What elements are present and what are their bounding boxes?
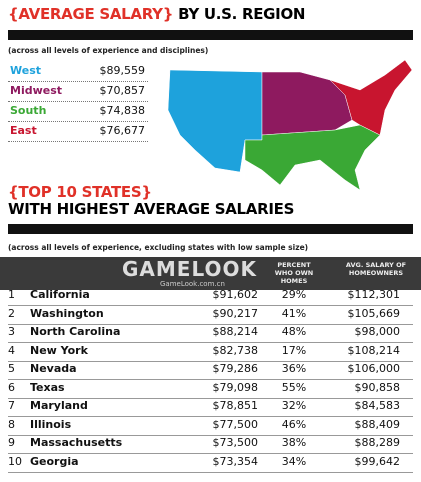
salary: $77,500 <box>212 417 259 431</box>
state: Massachusetts <box>30 436 123 449</box>
row-line <box>8 323 413 325</box>
home-percent: 34% <box>281 454 307 468</box>
state: Nevada <box>30 362 77 375</box>
rank: 3 <box>8 325 15 338</box>
rank: 6 <box>8 380 15 394</box>
salary: $73,500 <box>212 436 259 449</box>
rank: 7 <box>8 399 15 412</box>
state: Maryland <box>30 399 88 412</box>
home-percent: 46% <box>281 417 307 431</box>
home-percent: 38% <box>281 436 307 449</box>
subtitle: (across all levels of experience and dis… <box>8 46 209 55</box>
divider <box>8 224 413 234</box>
salary: $73,354 <box>212 454 259 468</box>
salary: $88,214 <box>212 325 259 338</box>
rank: 5 <box>8 362 15 375</box>
salary: $78,851 <box>212 399 259 412</box>
row-line <box>8 342 413 343</box>
dotted-line <box>8 81 148 82</box>
state: Georgia <box>30 454 79 468</box>
row-line <box>8 434 413 436</box>
homeowner-salary: $88,289 <box>354 436 401 449</box>
row-line <box>8 416 413 417</box>
state: California <box>30 288 90 301</box>
region-name: East <box>10 124 37 137</box>
row-line <box>8 453 413 454</box>
section-bracket: {TOP 10 STATES} <box>8 183 152 201</box>
region-name: West <box>10 64 42 77</box>
section-title: {TOP 10 STATES} WITH HIGHEST AVERAGE SAL… <box>8 184 294 218</box>
dotted-line <box>8 141 148 142</box>
rank: 10 <box>8 454 22 468</box>
homeowner-salary: $98,000 <box>354 325 401 338</box>
column-header: AVG. SALARY OF HOMEOWNERS <box>345 261 407 277</box>
state: Texas <box>30 380 65 394</box>
salary: $90,217 <box>212 306 259 320</box>
map-south <box>244 124 381 191</box>
map-east <box>329 59 413 136</box>
header-band <box>0 257 421 290</box>
salary: $79,286 <box>212 362 259 375</box>
rank: 2 <box>8 306 15 320</box>
watermark-url: GameLook.com.cn <box>160 280 225 288</box>
row-line <box>8 305 413 306</box>
state: North Carolina <box>30 325 121 338</box>
region-value: $74,838 <box>99 104 146 117</box>
homeowner-salary: $84,583 <box>354 399 401 412</box>
state: New York <box>30 343 88 357</box>
section-rest: WITH HIGHEST AVERAGE SALARIES <box>8 200 295 218</box>
map-midwest <box>261 71 353 136</box>
region-value: $70,857 <box>99 84 146 97</box>
home-percent: 29% <box>281 288 307 301</box>
homeowner-salary: $108,214 <box>347 343 401 357</box>
row-line <box>8 379 413 380</box>
state: Washington <box>30 306 104 320</box>
subtitle: (across all levels of experience, exclud… <box>8 243 309 252</box>
title-bracket: {AVERAGE SALARY} <box>8 5 174 23</box>
row-line <box>8 360 413 362</box>
row-line <box>8 471 413 473</box>
homeowner-salary: $105,669 <box>347 306 401 320</box>
rank: 4 <box>8 343 15 357</box>
state: Illinois <box>30 417 72 431</box>
us-map <box>167 59 413 191</box>
salary: $82,738 <box>212 343 259 357</box>
row-line <box>8 397 413 399</box>
region-name: South <box>10 104 47 117</box>
home-percent: 32% <box>281 399 307 412</box>
salary: $91,602 <box>212 288 259 301</box>
divider <box>8 30 413 40</box>
homeowner-salary: $106,000 <box>347 362 401 375</box>
column-header: PERCENT WHO OWN HOMES <box>274 261 314 285</box>
home-percent: 55% <box>281 380 307 394</box>
home-percent: 48% <box>281 325 307 338</box>
homeowner-salary: $112,301 <box>347 288 401 301</box>
rank: 8 <box>8 417 15 431</box>
homeowner-salary: $99,642 <box>354 454 401 468</box>
home-percent: 17% <box>281 343 307 357</box>
rank: 9 <box>8 436 15 449</box>
rank: 1 <box>8 288 15 301</box>
salary: $79,098 <box>212 380 259 394</box>
watermark-logo: GAMELOOK <box>122 257 257 281</box>
homeowner-salary: $88,409 <box>354 417 401 431</box>
dotted-line <box>8 121 148 122</box>
home-percent: 41% <box>281 306 307 320</box>
dotted-line <box>8 101 148 102</box>
region-name: Midwest <box>10 84 63 97</box>
home-percent: 36% <box>281 362 307 375</box>
title: {AVERAGE SALARY} BY U.S. REGION <box>8 5 305 23</box>
region-value: $89,559 <box>99 64 146 77</box>
title-rest: BY U.S. REGION <box>178 5 306 23</box>
region-value: $76,677 <box>99 124 146 137</box>
homeowner-salary: $90,858 <box>354 380 401 394</box>
